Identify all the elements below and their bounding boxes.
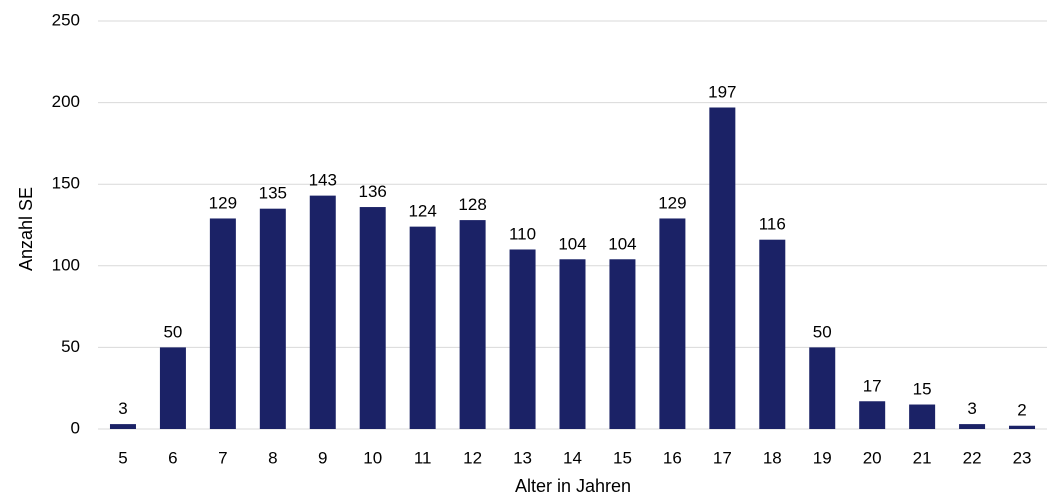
data-label: 129 bbox=[658, 193, 686, 212]
x-tick-label: 21 bbox=[913, 448, 932, 467]
bar bbox=[1009, 425, 1036, 429]
data-label: 124 bbox=[408, 202, 436, 221]
bar bbox=[759, 239, 786, 429]
y-tick-label: 250 bbox=[52, 10, 80, 29]
data-label: 15 bbox=[913, 380, 932, 399]
bar bbox=[609, 259, 636, 429]
x-tick-label: 20 bbox=[863, 448, 882, 467]
bar bbox=[259, 208, 286, 429]
data-label: 128 bbox=[458, 195, 486, 214]
bar bbox=[909, 404, 936, 429]
bar bbox=[159, 347, 186, 429]
bar bbox=[209, 218, 236, 429]
x-tick-label: 11 bbox=[414, 448, 432, 467]
x-tick-label: 12 bbox=[463, 448, 482, 467]
x-tick-label: 15 bbox=[613, 448, 632, 467]
x-tick-label: 18 bbox=[763, 448, 782, 467]
x-tick-label: 17 bbox=[713, 448, 732, 467]
data-label: 104 bbox=[558, 234, 586, 253]
data-label: 3 bbox=[118, 399, 127, 418]
x-tick-label: 9 bbox=[318, 448, 327, 467]
bar bbox=[709, 107, 736, 429]
x-tick-label: 16 bbox=[663, 448, 682, 467]
y-tick-label: 150 bbox=[52, 174, 80, 193]
bar bbox=[809, 347, 836, 429]
y-tick-label: 200 bbox=[52, 92, 80, 111]
data-label: 50 bbox=[813, 322, 832, 341]
x-tick-label: 8 bbox=[268, 448, 277, 467]
y-tick-label: 100 bbox=[52, 255, 80, 274]
bar bbox=[659, 218, 686, 429]
y-axis-title: Anzahl SE bbox=[16, 187, 36, 271]
y-tick-label: 0 bbox=[71, 418, 80, 437]
data-label: 3 bbox=[967, 399, 976, 418]
data-label: 136 bbox=[359, 182, 387, 201]
x-tick-label: 14 bbox=[563, 448, 582, 467]
data-label: 2 bbox=[1017, 401, 1026, 420]
x-axis-title: Alter in Jahren bbox=[515, 476, 631, 496]
data-label: 116 bbox=[759, 215, 786, 234]
bar bbox=[959, 424, 986, 429]
data-label: 135 bbox=[259, 184, 287, 203]
bar bbox=[359, 207, 386, 429]
y-axis-tick-labels: 0 50 100 150 200 250 bbox=[52, 10, 80, 437]
x-tick-label: 7 bbox=[218, 448, 227, 467]
data-label: 197 bbox=[708, 82, 736, 101]
bars bbox=[109, 107, 1036, 429]
x-tick-label: 22 bbox=[963, 448, 982, 467]
x-tick-label: 10 bbox=[363, 448, 382, 467]
x-tick-label: 19 bbox=[813, 448, 832, 467]
x-tick-label: 13 bbox=[513, 448, 532, 467]
bar bbox=[509, 249, 536, 429]
x-axis-tick-labels: 5 6 7 8 9 10 11 12 13 14 15 16 17 18 19 20 21 22 23 bbox=[118, 448, 1031, 467]
data-label: 143 bbox=[309, 171, 337, 190]
bar bbox=[109, 424, 136, 429]
data-label: 129 bbox=[209, 193, 237, 212]
bar bbox=[409, 226, 436, 429]
data-labels: 3 50 129 135 143 136 124 128 110 104 104 129 197 116 5… bbox=[118, 82, 1027, 419]
data-label: 17 bbox=[863, 376, 882, 395]
x-tick-label: 6 bbox=[168, 448, 177, 467]
bar bbox=[309, 195, 336, 429]
x-tick-label: 5 bbox=[118, 448, 127, 467]
data-label: 50 bbox=[163, 322, 182, 341]
data-label: 110 bbox=[509, 224, 536, 243]
bar bbox=[559, 259, 586, 429]
y-tick-label: 50 bbox=[61, 337, 80, 356]
data-label: 104 bbox=[608, 234, 636, 253]
bar bbox=[459, 220, 486, 429]
x-tick-label: 23 bbox=[1013, 448, 1032, 467]
bar bbox=[859, 401, 886, 429]
